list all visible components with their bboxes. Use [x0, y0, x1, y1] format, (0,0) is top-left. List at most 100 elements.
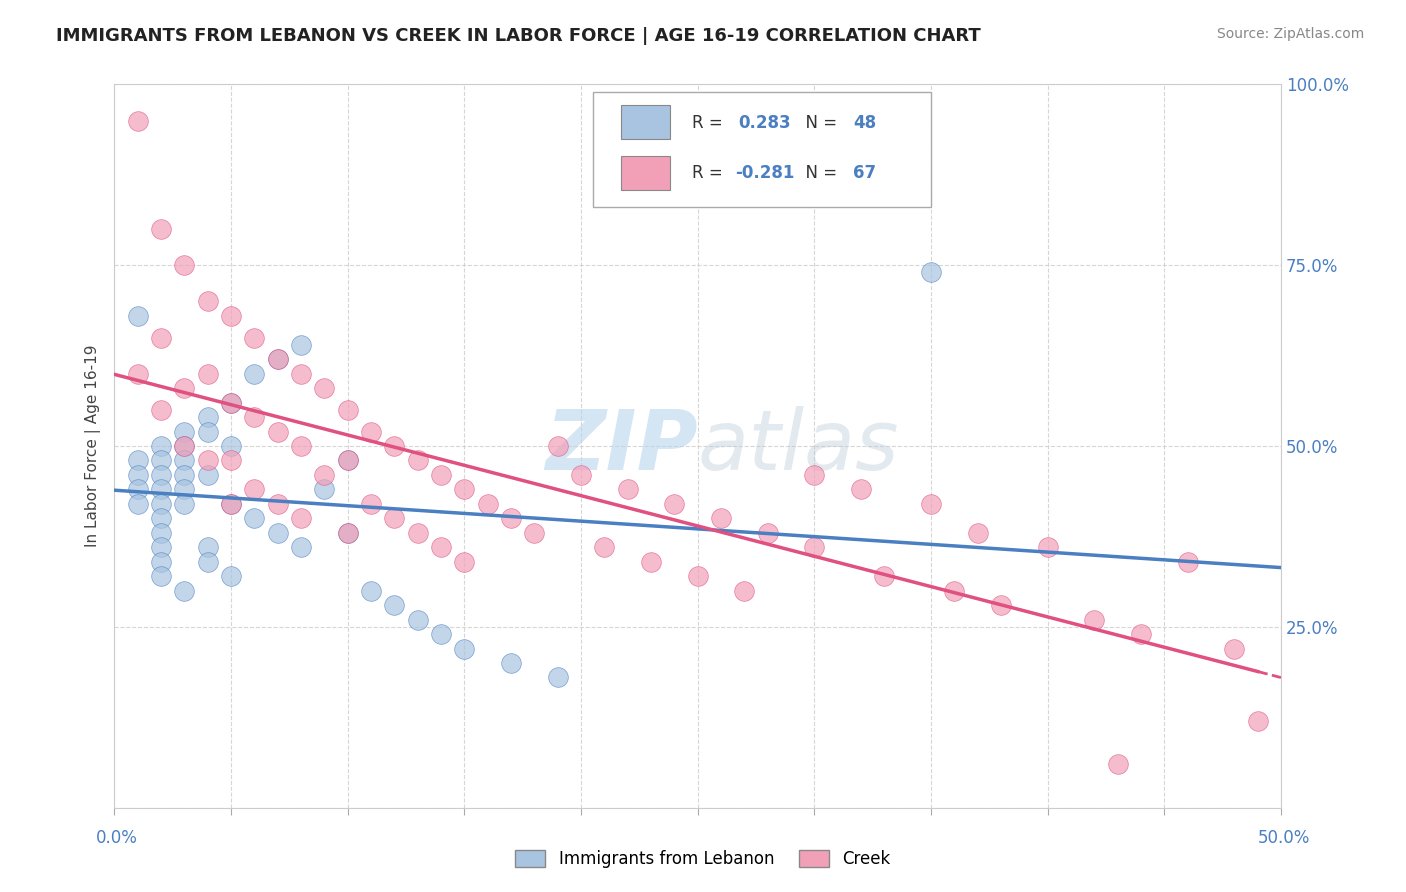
Point — [219, 497, 242, 511]
Point — [616, 483, 638, 497]
Point — [501, 656, 523, 670]
Point — [150, 483, 173, 497]
Point — [314, 483, 336, 497]
Point — [267, 525, 290, 540]
Point — [150, 569, 173, 583]
Point — [406, 453, 429, 467]
Point — [150, 525, 173, 540]
Point — [1107, 757, 1129, 772]
Point — [920, 497, 942, 511]
Point — [197, 453, 219, 467]
Point — [127, 453, 149, 467]
Point — [1130, 627, 1153, 641]
Text: 0.283: 0.283 — [738, 114, 792, 132]
Point — [127, 483, 149, 497]
Point — [219, 395, 242, 409]
FancyBboxPatch shape — [620, 156, 669, 190]
Point — [219, 453, 242, 467]
Point — [150, 453, 173, 467]
Text: R =: R = — [692, 164, 728, 182]
Point — [197, 467, 219, 482]
Point — [920, 265, 942, 279]
Point — [943, 583, 966, 598]
Legend: Immigrants from Lebanon, Creek: Immigrants from Lebanon, Creek — [509, 843, 897, 875]
Point — [173, 425, 195, 439]
Point — [173, 381, 195, 395]
FancyBboxPatch shape — [620, 105, 669, 139]
Point — [267, 352, 290, 367]
Point — [173, 483, 195, 497]
Point — [243, 483, 266, 497]
Point — [150, 497, 173, 511]
Point — [314, 381, 336, 395]
Point — [710, 511, 733, 525]
Point — [1246, 714, 1268, 728]
Point — [173, 258, 195, 272]
Point — [150, 439, 173, 453]
Point — [360, 497, 382, 511]
Point — [430, 541, 453, 555]
Point — [197, 555, 219, 569]
Point — [430, 467, 453, 482]
Point — [173, 583, 195, 598]
Point — [197, 541, 219, 555]
Point — [150, 511, 173, 525]
Text: 50.0%: 50.0% — [1258, 829, 1310, 847]
Point — [336, 525, 359, 540]
Point — [336, 402, 359, 417]
Point — [197, 410, 219, 425]
Point — [360, 425, 382, 439]
Point — [197, 367, 219, 381]
Point — [384, 598, 406, 612]
Point — [127, 309, 149, 323]
Point — [267, 425, 290, 439]
Point — [290, 541, 312, 555]
Point — [547, 439, 569, 453]
Point — [173, 439, 195, 453]
Point — [150, 467, 173, 482]
Point — [290, 338, 312, 352]
Point — [127, 497, 149, 511]
Point — [406, 525, 429, 540]
Point — [430, 627, 453, 641]
Text: atlas: atlas — [697, 406, 900, 486]
Point — [243, 511, 266, 525]
Point — [453, 483, 475, 497]
Point — [219, 497, 242, 511]
Point — [1223, 641, 1246, 656]
Point — [384, 439, 406, 453]
Point — [267, 497, 290, 511]
Point — [290, 511, 312, 525]
Point — [803, 541, 825, 555]
Point — [243, 410, 266, 425]
Point — [1083, 613, 1105, 627]
Point — [849, 483, 872, 497]
Point — [173, 467, 195, 482]
Point — [640, 555, 662, 569]
Text: 0.0%: 0.0% — [96, 829, 138, 847]
Point — [314, 467, 336, 482]
Point — [686, 569, 709, 583]
Text: -0.281: -0.281 — [735, 164, 794, 182]
Text: 48: 48 — [853, 114, 876, 132]
Point — [290, 439, 312, 453]
Point — [336, 453, 359, 467]
Point — [150, 541, 173, 555]
Point — [336, 525, 359, 540]
Point — [569, 467, 592, 482]
Text: ZIP: ZIP — [546, 406, 697, 486]
Point — [197, 294, 219, 309]
Point — [547, 670, 569, 684]
Point — [243, 330, 266, 344]
Point — [966, 525, 988, 540]
Point — [453, 555, 475, 569]
Point — [664, 497, 686, 511]
Point — [733, 583, 755, 598]
Point — [990, 598, 1012, 612]
Point — [1036, 541, 1059, 555]
Point — [336, 453, 359, 467]
Point — [127, 113, 149, 128]
Point — [593, 541, 616, 555]
Point — [453, 641, 475, 656]
Point — [803, 467, 825, 482]
